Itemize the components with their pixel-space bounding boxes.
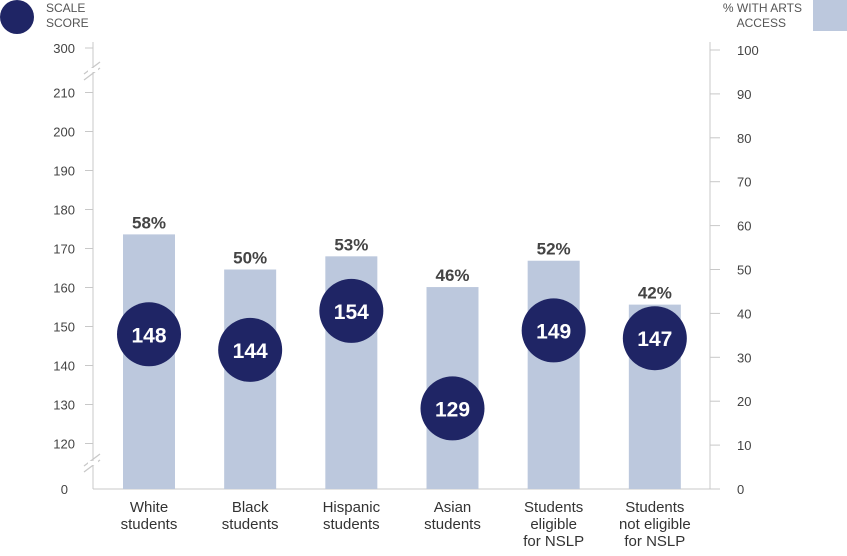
left-axis-tick-label: 170 — [53, 242, 75, 257]
access-bar — [527, 260, 580, 489]
left-axis: 300 0 120 130 140 150 160 170 180 190 200 210 — [53, 41, 101, 497]
score-marker-label: 147 — [637, 328, 672, 351]
access-bar-label: 42% — [638, 284, 672, 303]
left-axis-tick-label: 210 — [53, 86, 75, 101]
left-axis-break-top — [83, 61, 101, 81]
legend-score-label-line1: SCALE — [46, 1, 85, 15]
left-axis-top-label: 300 — [53, 41, 75, 56]
score-marker — [420, 376, 485, 441]
left-axis-ticks: 120 130 140 150 160 170 180 190 200 210 — [53, 86, 93, 452]
right-axis-tick-label: 50 — [737, 263, 751, 278]
right-axis-tick-label: 40 — [737, 306, 751, 321]
legend-score-label-line2: SCORE — [46, 16, 89, 30]
score-marker-label: 148 — [131, 324, 166, 347]
right-axis-tick-label: 30 — [737, 350, 751, 365]
category-label: Asian students — [424, 499, 481, 533]
right-axis-tick-label: 90 — [737, 87, 751, 102]
legend-access-label-line2: ACCESS — [737, 16, 786, 30]
category-label: Students not eligible for NSLP — [619, 499, 691, 550]
score-marker-label: 154 — [334, 301, 369, 324]
score-marker — [117, 302, 181, 367]
score-markers: 148 144 154 129 149 147 — [117, 278, 687, 441]
category-labels: White students Black students Hispanic studen… — [121, 499, 691, 550]
category-label: White students — [121, 499, 178, 533]
score-marker — [319, 278, 384, 343]
right-axis-tick-label: 0 — [737, 482, 744, 497]
score-marker — [218, 317, 283, 382]
legend-score-swatch — [0, 0, 34, 34]
left-axis-tick-label: 120 — [53, 437, 75, 452]
left-axis-tick-label: 150 — [53, 320, 75, 335]
category-label: Students eligible for NSLP — [523, 499, 584, 550]
left-axis-bottom-label: 0 — [61, 482, 68, 497]
score-marker — [622, 306, 687, 371]
category-label: Black students — [222, 499, 279, 533]
access-bar-label: 46% — [435, 266, 469, 285]
left-axis-tick-label: 130 — [53, 398, 75, 413]
left-axis-tick-label: 190 — [53, 164, 75, 179]
left-axis-break-bottom — [83, 453, 101, 473]
category-label: Hispanic students — [323, 499, 381, 533]
right-axis-tick-label: 10 — [737, 438, 751, 453]
score-marker-label: 149 — [536, 320, 571, 343]
right-axis-tick-label: 60 — [737, 219, 751, 234]
left-axis-tick-label: 160 — [53, 281, 75, 296]
right-axis-tick-label: 70 — [737, 175, 751, 190]
legend: SCALE SCORE % WITH ARTS ACCESS — [0, 0, 847, 34]
legend-access-swatch — [813, 0, 847, 31]
left-axis-tick-label: 180 — [53, 203, 75, 218]
right-axis-tick-label: 100 — [737, 43, 759, 58]
access-bar-label: 50% — [233, 249, 267, 268]
score-marker-label: 144 — [233, 340, 268, 363]
left-axis-tick-label: 140 — [53, 359, 75, 374]
right-axis-ticks: 0 10 20 30 40 50 60 70 80 90 100 — [710, 43, 759, 497]
right-axis-tick-label: 80 — [737, 131, 751, 146]
bars: 58% 50% 53% 46% 52% 42% — [123, 213, 681, 489]
left-axis-tick-label: 200 — [53, 125, 75, 140]
score-marker — [521, 298, 586, 363]
access-bar-label: 58% — [132, 213, 166, 232]
access-bar-label: 52% — [537, 240, 571, 259]
legend-access-label-line1: % WITH ARTS — [723, 1, 802, 15]
score-marker-label: 129 — [435, 398, 470, 421]
right-axis-tick-label: 20 — [737, 394, 751, 409]
access-bar-label: 53% — [334, 235, 368, 254]
right-axis: 0 10 20 30 40 50 60 70 80 90 100 — [709, 42, 759, 497]
